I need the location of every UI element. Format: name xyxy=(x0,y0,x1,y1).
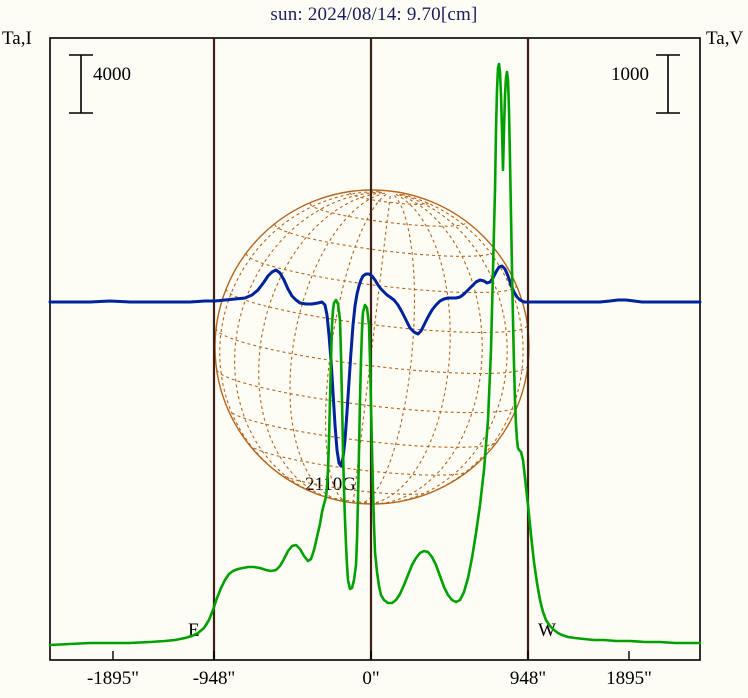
x-tick-label: 1895" xyxy=(606,668,652,689)
grid-line xyxy=(364,193,451,505)
grid-line xyxy=(227,408,498,448)
polarization-curve xyxy=(48,264,702,468)
x-tick-label: 948" xyxy=(509,668,547,689)
grid-line xyxy=(215,328,529,375)
intensity-curve xyxy=(48,62,702,647)
grid-line xyxy=(234,191,382,497)
x-tick-label: -1895" xyxy=(86,668,140,689)
grid-line xyxy=(289,192,386,502)
grid-line xyxy=(248,444,469,476)
grid-line xyxy=(352,193,392,503)
grid-line xyxy=(358,193,416,504)
east-limb-label: E xyxy=(188,620,200,641)
right-axis-label: Ta,V xyxy=(706,28,744,49)
x-tick-label: -948" xyxy=(192,668,236,689)
grid-line xyxy=(258,192,383,500)
plot-frame xyxy=(49,37,701,661)
left-scale-bar-value: 4000 xyxy=(93,64,131,85)
page-title: sun: 2024/08/14: 9.70[cm] xyxy=(270,4,478,25)
x-tick-label: 0" xyxy=(362,668,380,689)
left-axis-label: Ta,I xyxy=(2,28,32,49)
grid-line xyxy=(216,369,518,414)
grid-line xyxy=(400,193,524,499)
grid-line xyxy=(219,191,381,485)
grid-line xyxy=(279,473,433,495)
right-scale-bar-value: 1000 xyxy=(611,64,649,85)
west-limb-label: W xyxy=(538,620,556,641)
grid-line xyxy=(386,193,508,504)
grid-line xyxy=(374,193,483,505)
grid-line xyxy=(325,193,388,503)
